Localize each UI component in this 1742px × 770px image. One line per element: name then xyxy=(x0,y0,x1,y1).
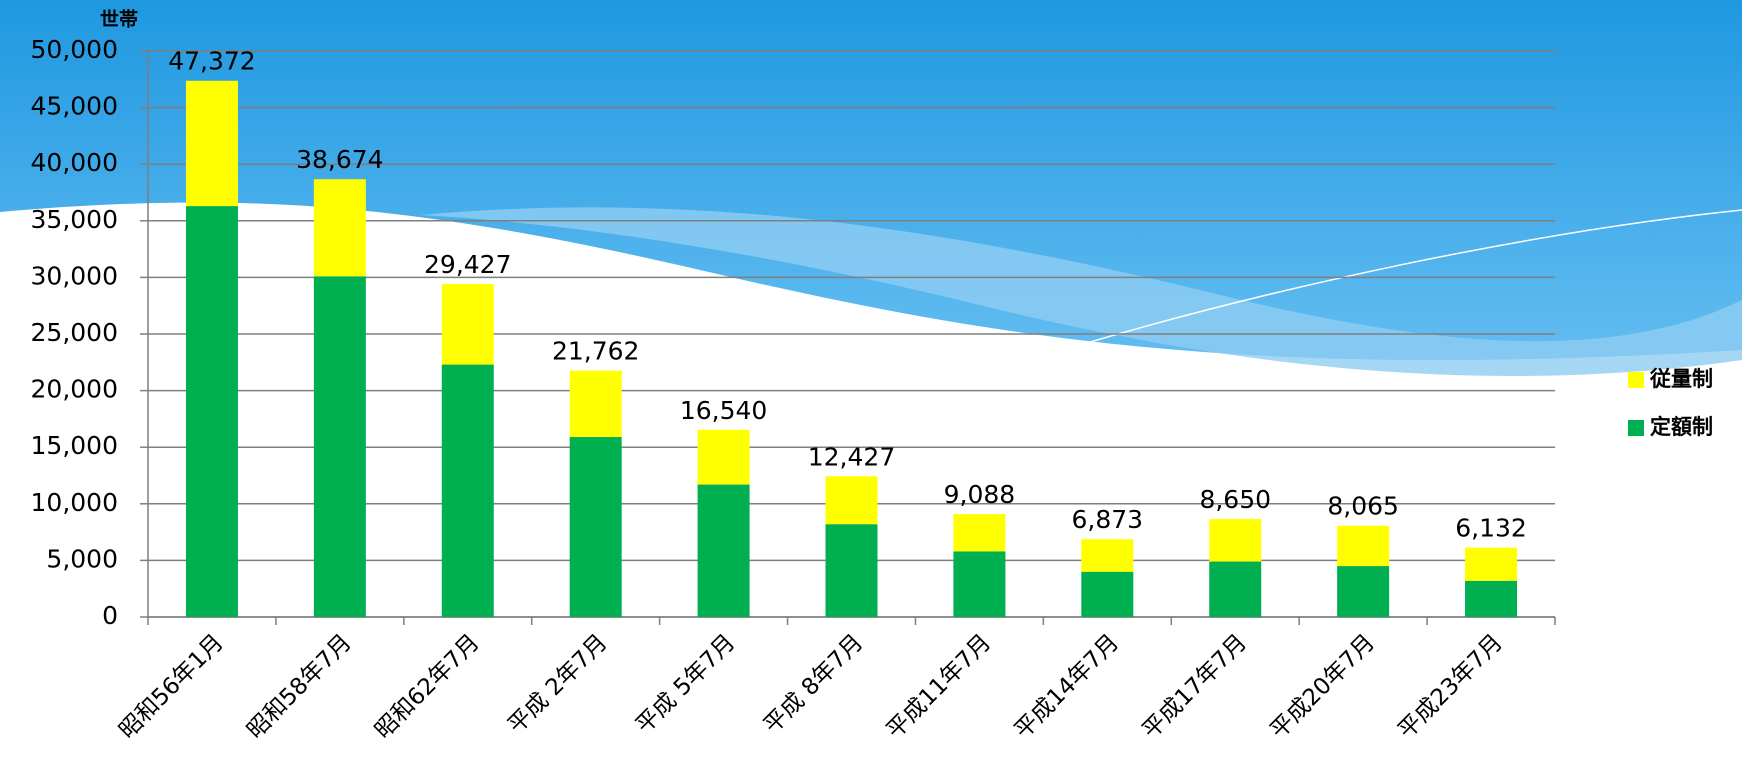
total-label: 8,650 xyxy=(1199,485,1271,514)
bar-segment xyxy=(314,276,366,617)
bar-segment xyxy=(186,81,238,206)
page: 世帯 0 5,000 10,000 15,000 20,000 25,000 30,000 3… xyxy=(0,0,1742,770)
bar-segment xyxy=(1209,519,1261,561)
y-tick-label: 40,000 xyxy=(31,148,118,177)
bar-segment xyxy=(1337,526,1389,566)
y-tick-label: 20,000 xyxy=(31,375,118,404)
bar-segment xyxy=(1081,572,1133,617)
bar-segment xyxy=(826,476,878,524)
y-tick-label: 45,000 xyxy=(31,92,118,121)
total-label: 8,065 xyxy=(1327,492,1399,521)
bar-segment xyxy=(1337,566,1389,617)
bar-segment xyxy=(314,179,366,276)
bar-segment xyxy=(826,524,878,617)
bar-segment xyxy=(1209,562,1261,617)
bar-segment xyxy=(570,437,622,617)
y-tick-label: 30,000 xyxy=(31,261,118,290)
total-label: 21,762 xyxy=(552,337,639,366)
y-axis-label: 世帯 xyxy=(100,8,138,31)
total-label: 12,427 xyxy=(808,442,895,471)
total-label: 29,427 xyxy=(424,250,511,279)
legend-swatch xyxy=(1628,420,1644,436)
y-tick-label: 0 xyxy=(102,601,118,630)
y-tick-label: 35,000 xyxy=(31,205,118,234)
y-tick-label: 50,000 xyxy=(31,35,118,64)
bar-segment xyxy=(698,430,750,485)
total-label: 6,873 xyxy=(1072,505,1144,534)
bar-segment xyxy=(186,206,238,617)
total-label: 16,540 xyxy=(680,396,767,425)
bar-segment xyxy=(953,551,1005,617)
bar-segment xyxy=(1081,539,1133,572)
bar-segment xyxy=(1465,581,1517,617)
total-label: 6,132 xyxy=(1455,514,1527,543)
total-label: 38,674 xyxy=(296,145,383,174)
y-tick-label: 5,000 xyxy=(46,544,118,573)
legend-swatch xyxy=(1628,372,1644,388)
total-label: 47,372 xyxy=(168,47,255,76)
total-label: 9,088 xyxy=(944,480,1016,509)
bar-segment xyxy=(442,365,494,617)
chart: 世帯 0 5,000 10,000 15,000 20,000 25,000 30,000 3… xyxy=(0,0,1742,770)
bar-segment xyxy=(1465,548,1517,581)
legend-label: 従量制 xyxy=(1649,367,1713,391)
y-tick-label: 10,000 xyxy=(31,488,118,517)
bar-segment xyxy=(698,485,750,617)
bar-segment xyxy=(953,514,1005,551)
y-tick-label: 25,000 xyxy=(31,318,118,347)
legend-label: 定額制 xyxy=(1650,415,1713,439)
bar-segment xyxy=(442,284,494,365)
bar-segment xyxy=(570,371,622,437)
y-tick-label: 15,000 xyxy=(31,431,118,460)
